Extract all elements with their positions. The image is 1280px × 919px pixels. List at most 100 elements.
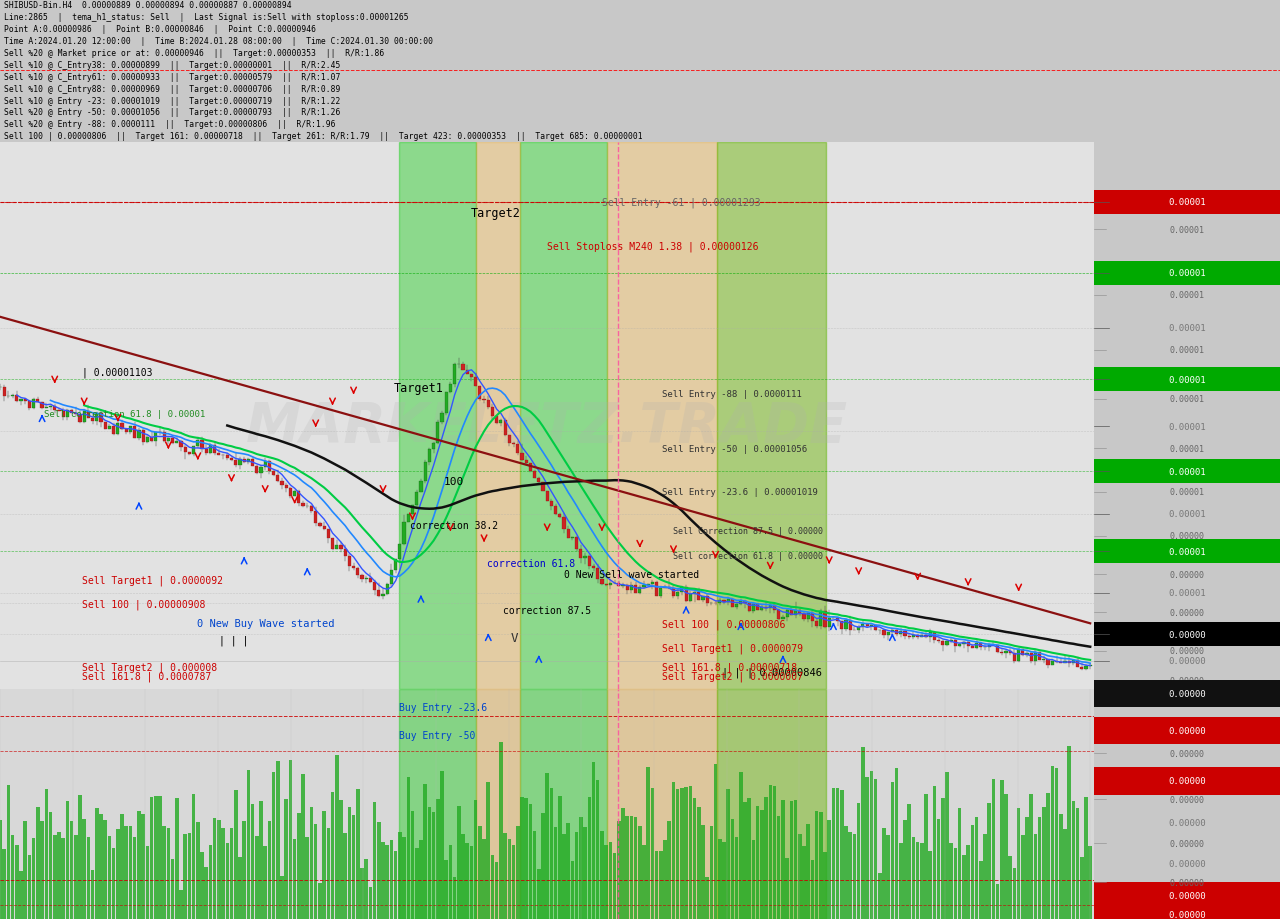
Bar	[192, 447, 196, 454]
Bar	[440, 771, 444, 919]
Bar	[639, 588, 641, 593]
Bar	[516, 445, 520, 453]
Bar	[748, 798, 751, 919]
Bar	[440, 414, 444, 423]
Bar	[415, 493, 419, 505]
Bar	[865, 777, 869, 919]
Bar	[554, 507, 557, 514]
Text: Sell Target2 | 0.0000007: Sell Target2 | 0.0000007	[662, 671, 803, 681]
Bar	[1021, 650, 1024, 655]
Bar	[895, 768, 899, 919]
Bar	[806, 823, 810, 919]
Bar	[280, 482, 284, 486]
Bar	[836, 788, 840, 919]
Bar	[36, 400, 40, 403]
Bar	[1012, 653, 1016, 661]
Bar	[1094, 680, 1280, 708]
Bar	[836, 618, 840, 622]
Text: 0.00000: 0.00000	[1170, 676, 1204, 685]
Bar	[768, 785, 772, 919]
Bar	[646, 767, 650, 919]
Text: 0.00001: 0.00001	[1170, 225, 1204, 234]
Bar	[32, 400, 36, 409]
Text: 100: 100	[443, 476, 463, 486]
Bar	[490, 855, 494, 919]
Bar	[667, 821, 671, 919]
Bar	[626, 816, 628, 919]
Bar	[91, 418, 95, 422]
Bar	[659, 851, 663, 919]
Bar	[920, 844, 924, 919]
Bar	[1094, 368, 1280, 391]
Bar	[449, 384, 452, 392]
Bar	[330, 792, 334, 919]
Bar	[856, 803, 860, 919]
Bar	[428, 449, 431, 463]
Bar	[1059, 814, 1062, 919]
Bar	[385, 845, 389, 919]
Bar	[655, 851, 658, 919]
Bar	[516, 826, 520, 919]
Bar	[600, 579, 603, 584]
Bar	[461, 834, 465, 919]
Bar	[554, 827, 557, 919]
Bar	[790, 610, 792, 615]
Bar	[1075, 808, 1079, 919]
Bar	[941, 641, 945, 645]
Bar	[326, 828, 330, 919]
Bar	[988, 645, 991, 647]
Bar	[584, 556, 586, 559]
Text: 0.00001: 0.00001	[1170, 488, 1204, 497]
Bar	[840, 622, 844, 630]
Bar	[486, 782, 490, 919]
Bar	[591, 762, 595, 919]
Bar	[596, 569, 599, 579]
Bar	[899, 631, 902, 634]
Text: Sell 161.8 | 0.0000787: Sell 161.8 | 0.0000787	[82, 671, 211, 681]
Bar	[343, 834, 347, 919]
Bar	[319, 883, 321, 919]
Text: Sell Entry -50 | 0.00001056: Sell Entry -50 | 0.00001056	[662, 444, 808, 453]
Bar	[924, 635, 928, 638]
Bar	[650, 789, 654, 919]
Bar	[996, 884, 1000, 919]
Bar	[760, 607, 763, 610]
Text: Buy Entry -50: Buy Entry -50	[399, 731, 476, 740]
Bar	[520, 797, 524, 919]
Bar	[617, 821, 621, 919]
Bar	[672, 782, 676, 919]
Bar	[479, 386, 481, 400]
Bar	[205, 449, 207, 454]
Bar	[293, 839, 297, 919]
Bar	[591, 567, 595, 569]
Bar	[705, 878, 709, 919]
Text: 0.00001: 0.00001	[1169, 423, 1206, 431]
Bar	[983, 834, 987, 919]
Bar	[1068, 661, 1071, 664]
Bar	[823, 852, 827, 919]
Bar	[200, 853, 204, 919]
Bar	[28, 401, 31, 409]
Text: 0 New Buy Wave started: 0 New Buy Wave started	[197, 618, 334, 629]
Bar	[520, 142, 608, 689]
Bar	[234, 460, 237, 466]
Bar	[790, 801, 794, 919]
Bar	[378, 823, 380, 919]
Bar	[1012, 868, 1016, 919]
Bar	[137, 431, 141, 438]
Bar	[486, 401, 490, 408]
Bar	[108, 835, 111, 919]
Bar	[604, 584, 608, 585]
Bar	[284, 800, 288, 919]
Bar	[348, 556, 351, 566]
Bar	[845, 620, 847, 630]
Bar	[588, 556, 591, 567]
Bar	[966, 845, 970, 919]
Bar	[361, 575, 364, 579]
Bar	[398, 544, 402, 560]
Bar	[159, 796, 161, 919]
Bar	[209, 446, 212, 454]
Bar	[1038, 652, 1041, 661]
Text: 0.00001: 0.00001	[1170, 291, 1204, 300]
Bar	[1094, 190, 1280, 215]
